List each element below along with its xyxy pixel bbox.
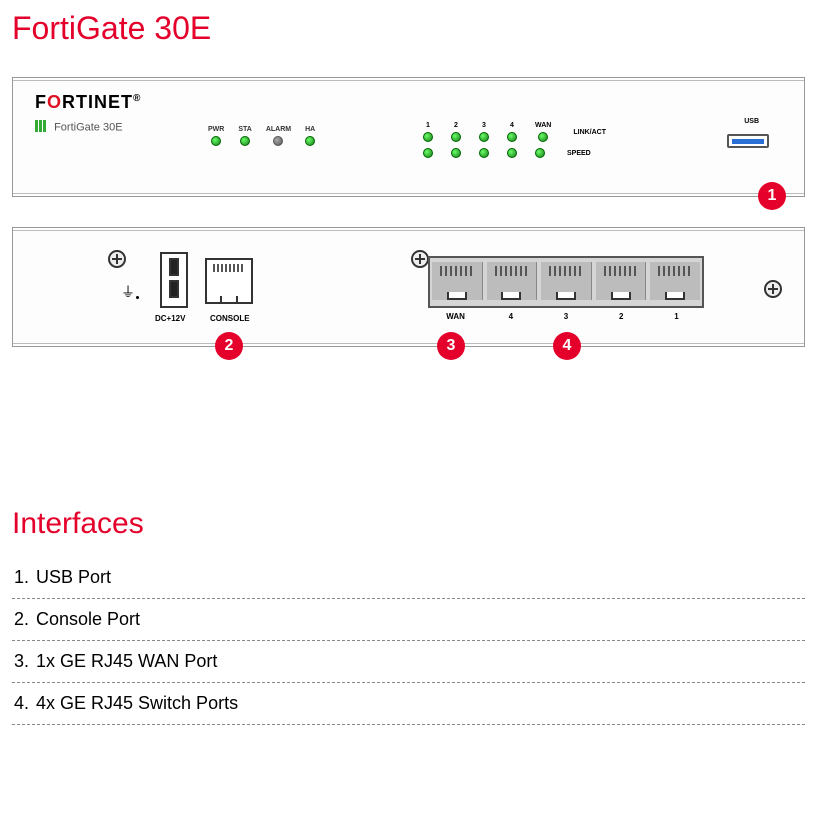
- interface-item: 1x GE RJ45 WAN Port: [12, 641, 805, 683]
- callout-2: 2: [215, 332, 243, 360]
- led-icon: [479, 148, 489, 158]
- screw-icon: [764, 280, 782, 298]
- reset-hole-icon: [136, 296, 139, 299]
- callout-4: 4: [553, 332, 581, 360]
- model-label: FortiGate 30E: [35, 120, 123, 135]
- speed-label: SPEED: [567, 150, 591, 157]
- linkact-label: LINK/ACT: [573, 129, 606, 136]
- led-icon: [507, 132, 517, 142]
- led-icon: [451, 148, 461, 158]
- usb-label: USB: [744, 118, 759, 125]
- interface-item: Console Port: [12, 599, 805, 641]
- led-icon: [451, 132, 461, 142]
- dc-label: DC+12V: [155, 314, 185, 323]
- port-led-col: [423, 148, 433, 158]
- switch-port-label: 4: [483, 312, 538, 321]
- front-panel: FORTINET® FortiGate 30E PWR STA ALARM HA 12…: [12, 77, 805, 197]
- port-led-col: 4: [507, 122, 517, 142]
- rj45-port-icon: [487, 262, 538, 300]
- dc-jack-icon: [160, 252, 188, 308]
- brand-logo: FORTINET®: [35, 92, 141, 113]
- port-led-col: WAN: [535, 122, 551, 142]
- port-led-col: [479, 148, 489, 158]
- switch-port-label: 2: [594, 312, 649, 321]
- port-led-col: 3: [479, 122, 489, 142]
- port-led-col: 1: [423, 122, 433, 142]
- led-icon: [507, 148, 517, 158]
- bars-icon: [35, 120, 47, 135]
- screw-icon: [108, 250, 126, 268]
- switch-port-block: [428, 256, 704, 308]
- led-icon: [240, 136, 250, 146]
- led-icon: [423, 148, 433, 158]
- led-icon: [479, 132, 489, 142]
- port-led-col: 2: [451, 122, 461, 142]
- switch-port-label: WAN: [428, 312, 483, 321]
- ground-icon: ⏚: [121, 282, 135, 302]
- callout-3: 3: [437, 332, 465, 360]
- usb-port-icon: [727, 134, 769, 148]
- screw-icon: [411, 250, 429, 268]
- port-led-col: [535, 148, 545, 158]
- switch-port-label: 3: [538, 312, 593, 321]
- led-icon: [273, 136, 283, 146]
- rear-panel: ⏚ DC+12V CONSOLE WAN4321 2 3 4: [12, 227, 805, 347]
- port-led-col: [507, 148, 517, 158]
- page-title: FortiGate 30E: [12, 10, 805, 47]
- switch-port-label: 1: [649, 312, 704, 321]
- rj45-port-icon: [650, 262, 700, 300]
- rj45-port-icon: [541, 262, 592, 300]
- rj45-port-icon: [432, 262, 483, 300]
- interface-item: 4x GE RJ45 Switch Ports: [12, 683, 805, 725]
- status-led-alarm: ALARM: [266, 126, 291, 146]
- status-led-pwr: PWR: [208, 126, 224, 146]
- led-icon: [535, 148, 545, 158]
- status-led-sta: STA: [238, 126, 251, 146]
- led-icon: [305, 136, 315, 146]
- led-icon: [538, 132, 548, 142]
- switch-labels: WAN4321: [428, 312, 704, 321]
- section-title: Interfaces: [12, 507, 805, 541]
- led-icon: [211, 136, 221, 146]
- brand-red-o: O: [47, 92, 62, 112]
- port-led-group: 1234 WAN LINK/ACT SPEED: [423, 122, 606, 158]
- console-port-icon: [205, 258, 253, 304]
- interface-list: USB PortConsole Port1x GE RJ45 WAN Port4…: [12, 557, 805, 725]
- callout-1: 1: [758, 182, 786, 210]
- led-icon: [423, 132, 433, 142]
- status-led-ha: HA: [305, 126, 315, 146]
- interface-item: USB Port: [12, 557, 805, 599]
- console-label: CONSOLE: [210, 314, 250, 323]
- port-led-col: [451, 148, 461, 158]
- status-led-group: PWR STA ALARM HA: [208, 126, 315, 146]
- rj45-port-icon: [596, 262, 647, 300]
